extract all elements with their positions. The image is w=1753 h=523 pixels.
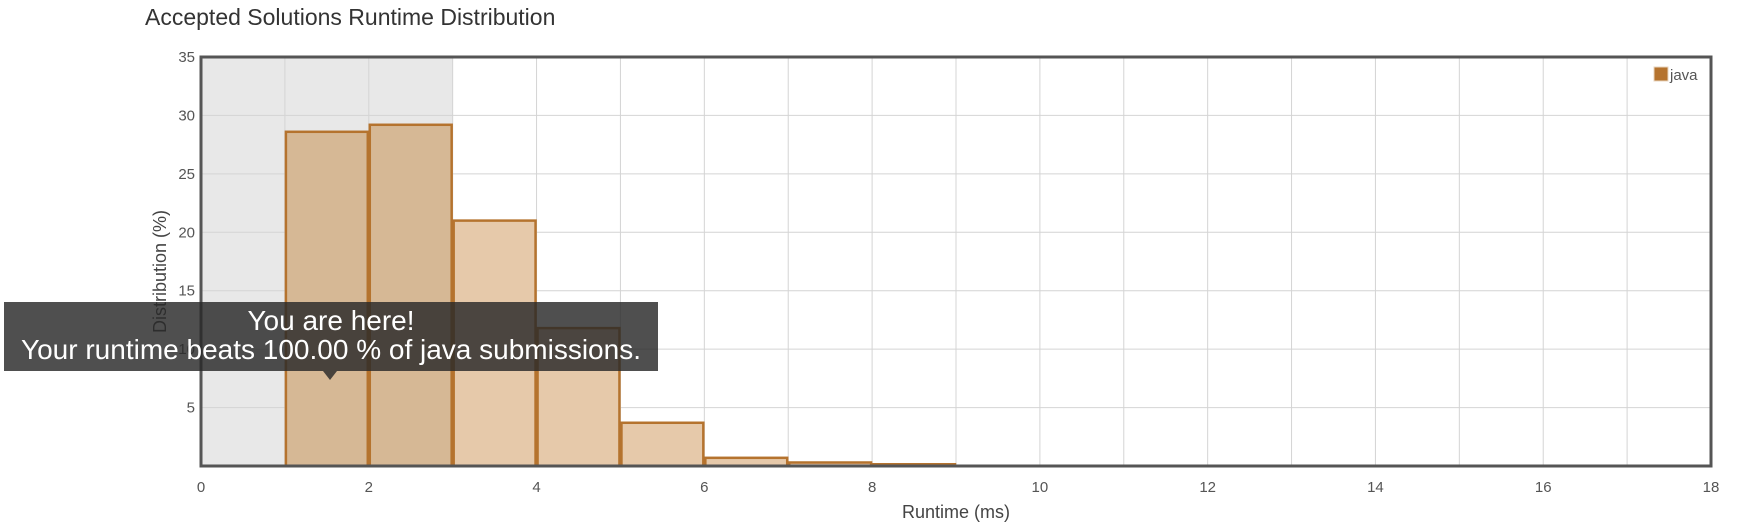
x-tick-label: 4	[532, 479, 540, 496]
bars-layer	[284, 123, 957, 468]
histogram-bar	[368, 123, 453, 468]
tooltip-line-2: Your runtime beats 100.00 % of java subm…	[21, 334, 641, 365]
x-tick-label: 16	[1535, 479, 1552, 496]
legend-label-java: java	[1669, 67, 1698, 84]
plot-frame	[199, 55, 1713, 468]
legend-swatch-java	[1653, 66, 1669, 82]
x-tick-label: 18	[1703, 479, 1720, 496]
y-tick-label: 20	[178, 224, 195, 241]
histogram-bar	[620, 421, 705, 468]
y-tick-label: 5	[187, 400, 195, 417]
x-tick-label: 12	[1199, 479, 1216, 496]
x-tick-label: 2	[365, 479, 373, 496]
y-tick-label: 15	[178, 283, 195, 300]
y-tick-label: 30	[178, 107, 195, 124]
x-tick-label: 8	[868, 479, 876, 496]
x-tick-label: 10	[1032, 479, 1049, 496]
chart-title: Accepted Solutions Runtime Distribution	[145, 4, 556, 30]
y-tick-label: 35	[178, 49, 195, 66]
tooltip-arrow	[323, 371, 337, 380]
x-tick-label: 14	[1367, 479, 1384, 496]
x-tick-label: 6	[700, 479, 708, 496]
x-tick-label: 0	[197, 479, 205, 496]
x-axis-label: Runtime (ms)	[902, 502, 1010, 522]
axis-layer	[199, 55, 1713, 468]
legend[interactable]: java	[1653, 66, 1698, 84]
you-are-here-tooltip: You are here! Your runtime beats 100.00 …	[4, 302, 658, 371]
y-tick-label: 25	[178, 166, 195, 183]
tooltip-line-1: You are here!	[247, 305, 415, 336]
histogram-bar	[284, 130, 370, 468]
